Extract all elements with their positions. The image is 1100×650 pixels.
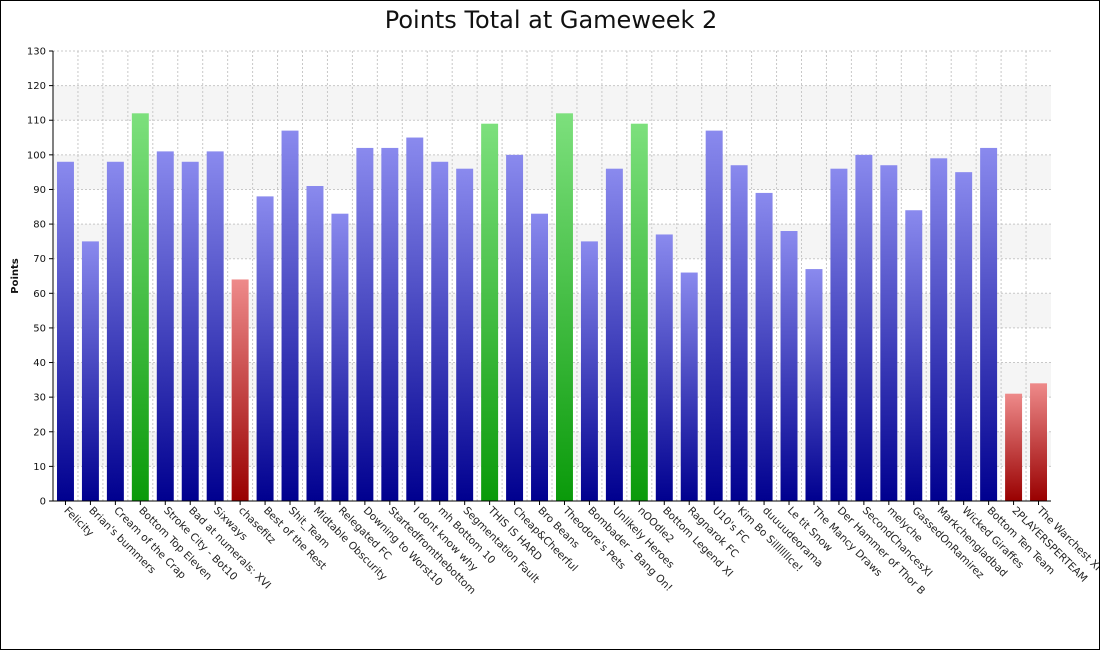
- bar: [755, 192, 773, 501]
- bar: [506, 154, 524, 501]
- bar: [630, 123, 648, 501]
- bar: [356, 147, 374, 501]
- y-tick-label: 130: [27, 47, 46, 58]
- bar: [555, 113, 573, 502]
- y-tick-labels: 0 10 20 30 40 50 60 70 80 90 100 110 120 130: [27, 47, 46, 508]
- bar: [381, 147, 399, 501]
- y-tick-label: 0: [40, 497, 46, 508]
- axes: [49, 50, 1051, 505]
- bar: [930, 158, 948, 502]
- bar: [955, 172, 973, 501]
- y-tick-label: 90: [33, 185, 46, 196]
- y-axis-label: Points: [10, 258, 21, 294]
- y-tick-label: 100: [27, 150, 46, 161]
- bar: [231, 279, 249, 501]
- bar: [106, 161, 124, 501]
- bar: [131, 113, 149, 502]
- bar: [306, 186, 324, 501]
- bar: [331, 213, 349, 501]
- bar: [655, 234, 673, 501]
- bar: [905, 210, 923, 501]
- bars: [56, 113, 1048, 502]
- bar: [730, 165, 748, 501]
- bar: [481, 123, 499, 501]
- bar: [206, 151, 224, 501]
- y-tick-label: 50: [33, 323, 46, 334]
- bar: [805, 269, 823, 501]
- y-tick-label: 10: [33, 462, 46, 473]
- bar: [531, 213, 549, 501]
- y-tick-label: 110: [27, 116, 46, 127]
- bar: [680, 272, 698, 501]
- bar: [980, 147, 998, 501]
- y-tick-label: 60: [33, 289, 46, 300]
- grid-band: [53, 224, 1051, 259]
- bar: [880, 165, 898, 501]
- bar: [181, 161, 199, 501]
- bar: [406, 137, 424, 502]
- y-tick-label: 120: [27, 81, 46, 92]
- bar: [830, 168, 848, 501]
- bar: [1030, 383, 1048, 501]
- bar: [705, 130, 723, 501]
- y-tick-label: 40: [33, 358, 46, 369]
- bar: [81, 241, 99, 501]
- bar: [156, 151, 174, 501]
- bar: [855, 154, 873, 501]
- bar: [780, 231, 798, 501]
- bar: [1005, 393, 1023, 501]
- bar: [281, 130, 299, 501]
- y-tick-label: 70: [33, 254, 46, 265]
- bar: [605, 168, 623, 501]
- y-tick-label: 20: [33, 427, 46, 438]
- bar: [256, 196, 274, 501]
- y-tick-label: 80: [33, 220, 46, 231]
- gridlines: [53, 50, 1051, 501]
- chart-title: Points Total at Gameweek 2: [385, 6, 718, 34]
- bar: [56, 161, 74, 501]
- bar: [580, 241, 598, 501]
- grid-band: [53, 293, 1051, 328]
- bar: [456, 168, 474, 501]
- y-tick-label: 30: [33, 393, 46, 404]
- bar: [431, 161, 449, 501]
